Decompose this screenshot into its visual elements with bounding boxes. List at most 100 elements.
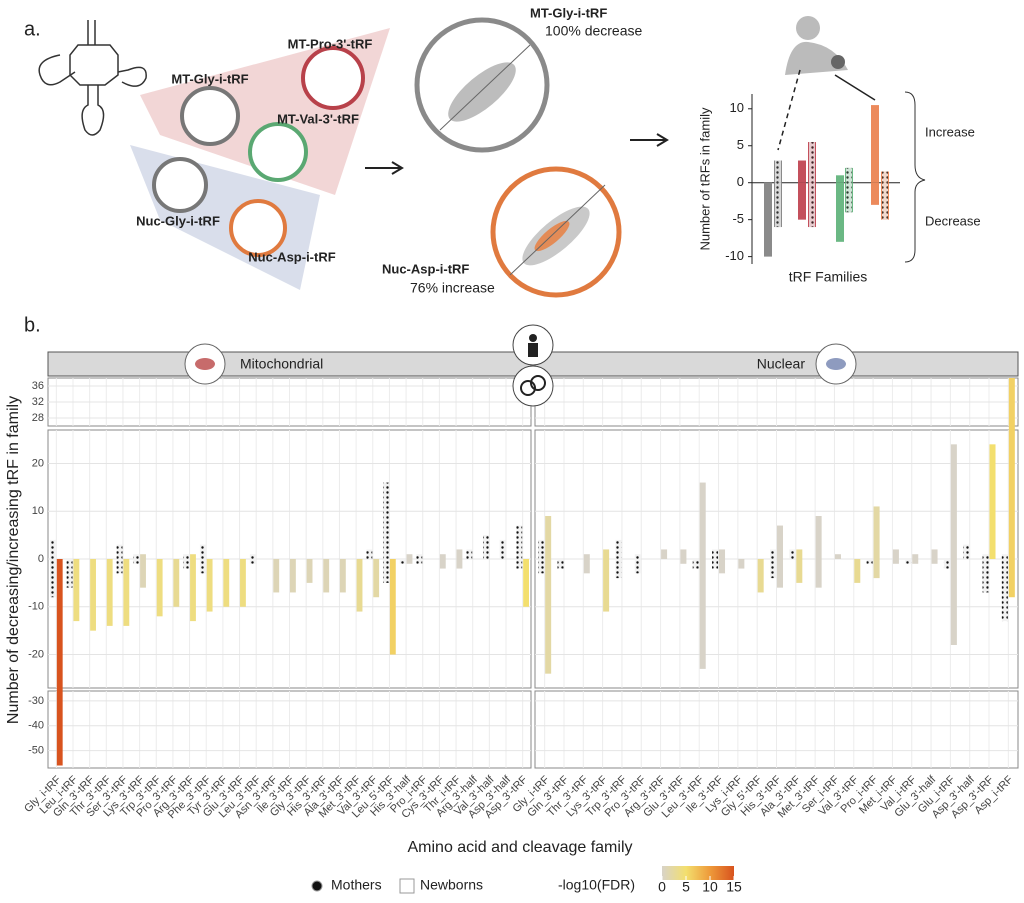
icon <box>512 365 554 407</box>
newborns-bar <box>190 554 196 559</box>
newborns-bar <box>583 554 590 559</box>
mothers-bar <box>199 544 206 559</box>
mothers-bar <box>466 549 473 559</box>
icon <box>520 380 536 396</box>
newborns-bar <box>950 559 957 645</box>
bar-dots <box>882 171 888 183</box>
scatter-subtitle: 76% increase <box>410 280 495 296</box>
mothers-bar <box>499 539 506 559</box>
mothers-bar <box>963 544 970 559</box>
x-axis-label: Amino acid and cleavage family <box>407 839 632 856</box>
bar-dots <box>882 182 888 220</box>
mothers-bar <box>866 559 873 564</box>
legend-swatch <box>311 880 323 892</box>
newborns-bar <box>106 559 113 626</box>
y-tick-label: -40 <box>28 720 44 732</box>
colorbar-tick-label: 15 <box>726 879 742 895</box>
mothers-bar <box>49 539 56 559</box>
newborns-bar <box>456 549 463 559</box>
bar-dots <box>846 182 852 213</box>
newborns-bar <box>680 549 687 559</box>
y-tick-label: -10 <box>725 248 744 263</box>
mothers-bar <box>1001 554 1008 559</box>
brace <box>904 91 926 263</box>
mothers-bar <box>66 559 73 588</box>
newborns-bar <box>389 559 396 655</box>
newborns-bar <box>777 525 783 559</box>
newborns-bar <box>931 549 938 559</box>
newborns-bar <box>439 559 446 569</box>
newborns-bar <box>661 549 668 559</box>
newborns-bar <box>699 559 706 669</box>
trna-icon <box>38 20 147 136</box>
newborns-bar <box>912 554 919 559</box>
mothers-bar <box>943 559 950 569</box>
schematic-label: Nuc-Asp-i-tRF <box>248 249 335 264</box>
newborns-bar <box>989 444 996 559</box>
mothers-bar <box>133 554 140 559</box>
annotation: Decrease <box>925 213 981 228</box>
newborns-bar <box>273 559 280 593</box>
mothers-bar <box>383 559 389 583</box>
circle <box>180 86 240 146</box>
newborns-bar <box>523 559 530 607</box>
arrow <box>630 133 669 147</box>
schematic-label: Nuc-Gly-i-tRF <box>136 213 220 228</box>
newborns-bar <box>90 559 96 631</box>
panel-label: a. <box>24 18 41 40</box>
newborns-bar <box>140 559 146 588</box>
newborns-bar <box>223 559 230 607</box>
y-tick-label: 28 <box>32 412 44 424</box>
newborns-bar <box>892 549 899 559</box>
mothers-bar <box>557 559 564 569</box>
mothers-bar <box>366 549 373 559</box>
mothers-bar <box>116 559 123 574</box>
schematic-label: MT-Gly-i-tRF <box>171 71 248 86</box>
newborns-bar <box>1008 378 1015 559</box>
arrow <box>365 161 404 175</box>
facet-title: Mitochondrial <box>240 356 323 372</box>
y-tick-label: -30 <box>28 695 44 707</box>
newborns-bar <box>306 559 313 583</box>
strip <box>534 351 1019 377</box>
mothers-bar <box>249 559 256 564</box>
legend-swatch <box>399 878 415 894</box>
mothers-bar <box>634 554 641 559</box>
newborns-bar <box>190 559 196 622</box>
bar-dots <box>809 142 815 183</box>
mothers-bar <box>516 559 523 569</box>
mothers-bar <box>982 554 989 559</box>
legend-label: Newborns <box>420 877 483 893</box>
mothers-bar <box>483 535 489 559</box>
newborns-bar <box>206 559 213 612</box>
newborns-bar <box>406 554 413 559</box>
mothers-bar <box>712 549 719 559</box>
newborns-bar <box>950 444 957 559</box>
circle <box>301 46 365 110</box>
circle <box>248 122 308 182</box>
newborns-bar <box>603 559 610 612</box>
scatter-title: Nuc-Asp-i-tRF <box>382 261 469 276</box>
newborns-bar <box>873 559 880 579</box>
newborns-bar <box>406 559 413 564</box>
bar <box>764 182 772 257</box>
colorbar <box>662 866 734 880</box>
mothers-bar <box>692 559 699 569</box>
newborns-bar <box>699 482 706 559</box>
newborns-bar <box>892 559 899 564</box>
y-tick-label: -5 <box>732 211 744 226</box>
newborns-bar <box>123 559 130 626</box>
newborns-bar <box>373 559 380 598</box>
schematic-label: MT-Pro-3'-tRF <box>288 36 373 51</box>
newborns-bar <box>912 559 919 564</box>
newborns-bar <box>73 559 80 622</box>
bar-dots <box>846 167 852 183</box>
y-tick-label: -10 <box>28 601 44 613</box>
mothers-bar <box>905 559 912 564</box>
bar <box>836 182 844 242</box>
bar <box>798 160 806 183</box>
newborns-bar <box>680 559 687 564</box>
x-axis-label: tRF Families <box>789 269 868 285</box>
newborns-bar <box>173 559 180 607</box>
